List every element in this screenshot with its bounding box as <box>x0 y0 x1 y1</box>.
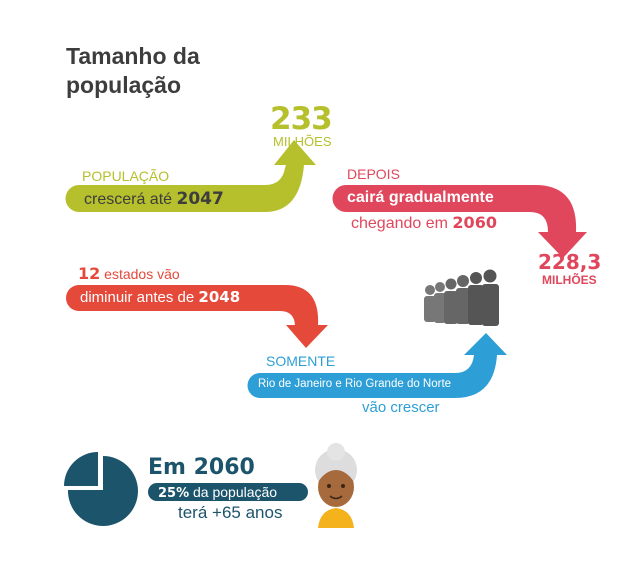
blue-arrow <box>247 333 507 398</box>
elderly-percent: 25% <box>158 486 190 501</box>
decline-label: DEPOIS <box>347 166 400 182</box>
peak-text-label: crescerá até <box>84 191 173 208</box>
elderly-title: Em 2060 <box>148 455 255 480</box>
states-decline-text-label: diminuir antes de <box>80 289 195 306</box>
decline-text2-label: chegando em <box>351 215 448 232</box>
percent-pill <box>148 483 308 501</box>
states-decline-year: 2048 <box>198 288 241 306</box>
decline-unit: MILHÕES <box>542 273 597 287</box>
elderly-woman-icon <box>315 443 357 528</box>
peak-year: 2047 <box>176 189 224 209</box>
page-title: Tamanho da população <box>66 43 200 98</box>
peak-label: POPULAÇÃO <box>82 168 170 184</box>
red-arrow <box>66 285 328 348</box>
states-grow-label: SOMENTE <box>266 353 336 369</box>
peak-value: 233 <box>270 101 333 137</box>
green-arrow <box>65 140 316 212</box>
states-decline-text: diminuir antes de 2048 <box>80 288 240 306</box>
states-label: estados vão <box>104 266 180 282</box>
peak-unit: MILHÕES <box>273 134 332 149</box>
states-decline-label: 12 estados vão <box>78 264 180 283</box>
decline-text: cairá gradualmente <box>347 189 494 206</box>
decline-value: 228,3 <box>538 250 602 274</box>
people-group-icon <box>424 269 499 326</box>
pie-chart-icon <box>64 452 138 526</box>
states-grow-text2: vão crescer <box>362 399 440 416</box>
pink-arrow <box>332 185 587 258</box>
states-count: 12 <box>78 264 101 283</box>
elderly-text: da população <box>193 484 278 500</box>
peak-text: crescerá até 2047 <box>84 189 224 209</box>
decline-year: 2060 <box>452 213 497 232</box>
elderly-text2: terá +65 anos <box>178 503 283 522</box>
states-grow-text: Rio de Janeiro e Rio Grande do Norte <box>258 378 452 390</box>
decline-text2: chegando em 2060 <box>351 213 497 233</box>
elderly-percent-text: 25% da população <box>158 484 277 501</box>
